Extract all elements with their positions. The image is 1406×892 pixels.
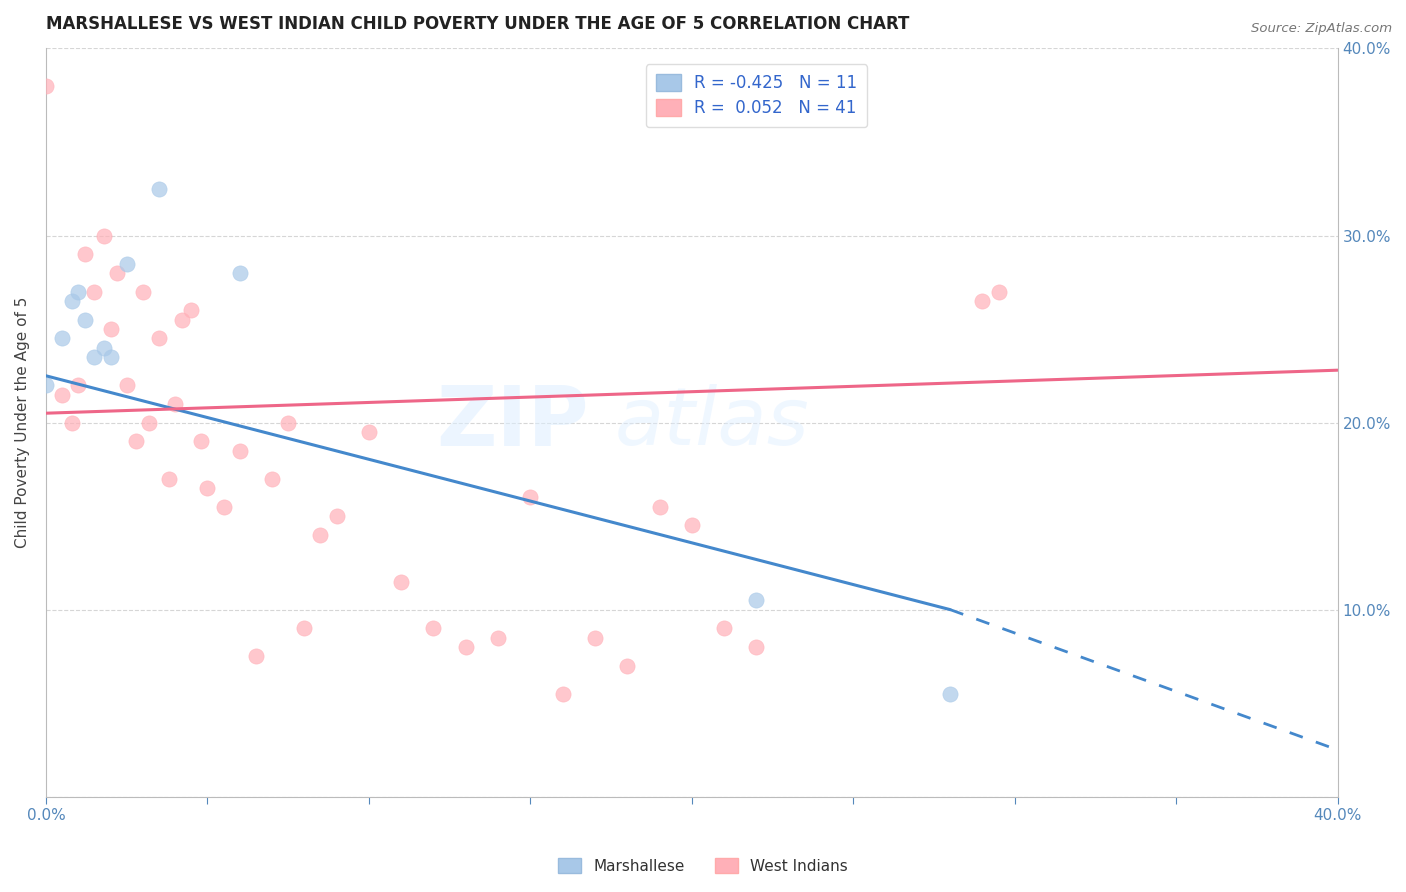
Point (616, 658, 638, 673)
Text: Source: ZipAtlas.com: Source: ZipAtlas.com (1251, 22, 1392, 36)
Point (73, 312, 96, 326)
Legend: Marshallese, West Indians: Marshallese, West Indians (553, 852, 853, 880)
Point (115, 256, 138, 270)
Point (60, 293, 83, 308)
Point (83, 285, 105, 299)
Point (93, 341, 115, 355)
Point (245, 649, 267, 664)
Point (987, 285, 1010, 299)
Point (148, 331, 170, 345)
Point (93, 228, 115, 243)
Point (519, 491, 541, 505)
Point (277, 416, 299, 430)
Point (138, 416, 160, 430)
Point (454, 640, 477, 654)
Point (148, 182, 170, 196)
Point (972, 293, 994, 308)
Point (51, 387, 73, 401)
Y-axis label: Child Poverty Under the Age of 5: Child Poverty Under the Age of 5 (15, 297, 30, 549)
Point (67, 378, 90, 392)
Point (357, 425, 380, 439)
Point (389, 574, 412, 589)
Point (170, 312, 193, 326)
Point (260, 472, 283, 486)
Point (212, 500, 235, 514)
Point (83, 350, 105, 364)
Point (292, 621, 315, 635)
Point (125, 434, 148, 449)
Point (132, 285, 155, 299)
Point (180, 303, 202, 318)
Text: ZIP: ZIP (436, 382, 589, 463)
Point (583, 631, 606, 645)
Point (35, 78, 58, 93)
Point (551, 687, 574, 701)
Point (60, 416, 83, 430)
Point (745, 593, 768, 607)
Point (100, 322, 122, 336)
Point (228, 443, 250, 458)
Point (51, 331, 73, 345)
Point (67, 285, 90, 299)
Point (939, 687, 962, 701)
Text: atlas: atlas (614, 384, 808, 461)
Point (713, 621, 735, 635)
Point (190, 434, 212, 449)
Point (681, 518, 703, 533)
Point (157, 472, 180, 486)
Point (422, 621, 444, 635)
Point (165, 397, 187, 411)
Point (35, 378, 58, 392)
Legend: R = -0.425   N = 11, R =  0.052   N = 41: R = -0.425 N = 11, R = 0.052 N = 41 (645, 64, 868, 128)
Point (309, 528, 332, 542)
Point (105, 266, 128, 280)
Point (648, 500, 671, 514)
Point (745, 640, 768, 654)
Point (73, 247, 96, 261)
Point (100, 350, 122, 364)
Point (197, 481, 219, 495)
Point (115, 378, 138, 392)
Point (486, 631, 509, 645)
Text: MARSHALLESE VS WEST INDIAN CHILD POVERTY UNDER THE AGE OF 5 CORRELATION CHART: MARSHALLESE VS WEST INDIAN CHILD POVERTY… (46, 15, 910, 33)
Point (325, 509, 347, 524)
Point (228, 266, 250, 280)
